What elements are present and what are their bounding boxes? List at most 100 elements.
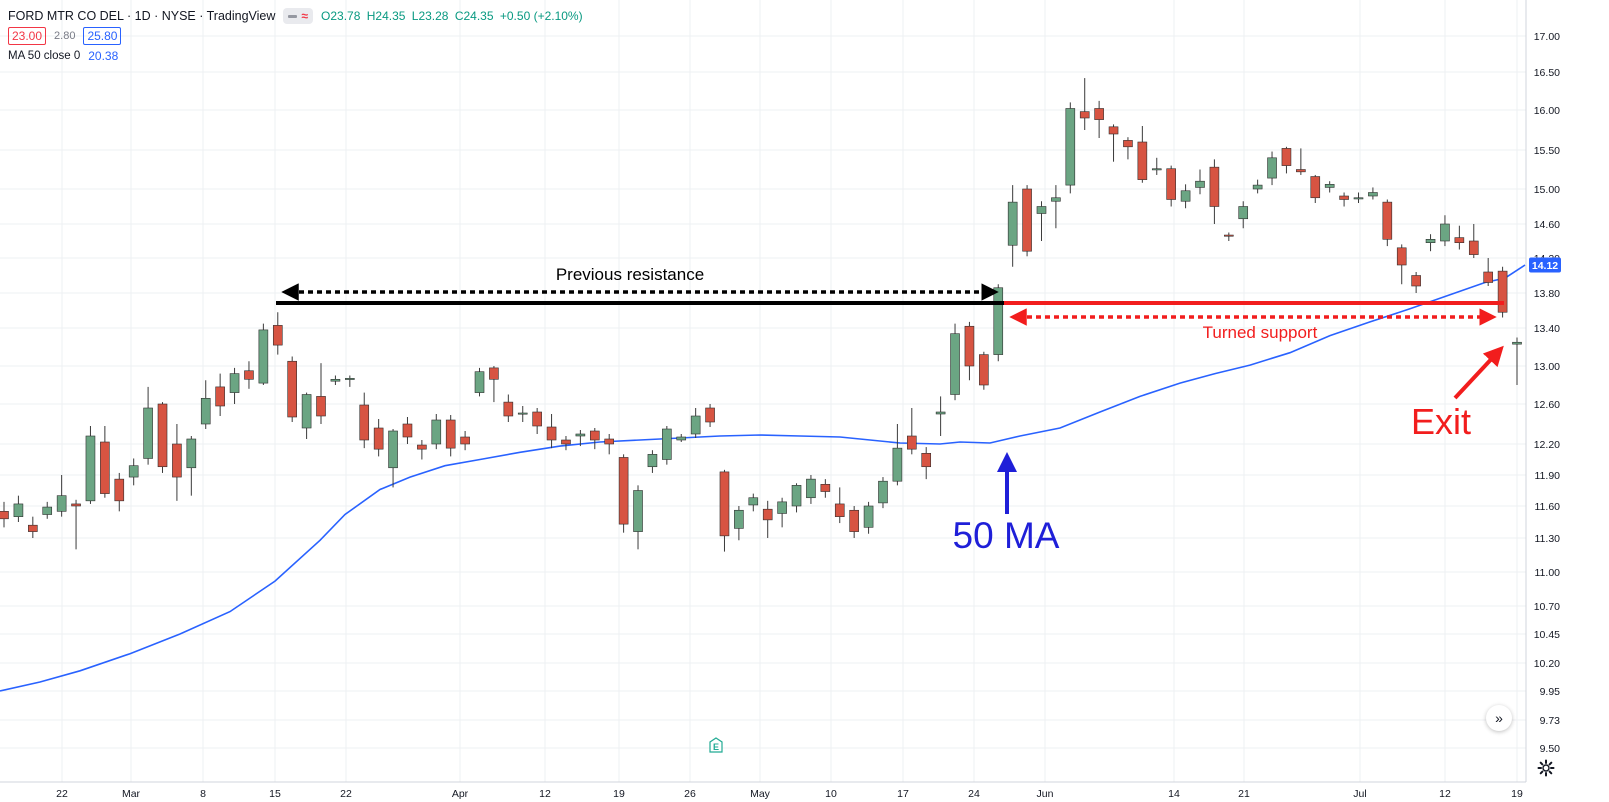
candle[interactable] bbox=[1483, 258, 1493, 286]
candle[interactable] bbox=[1051, 185, 1061, 229]
candle[interactable] bbox=[546, 414, 557, 449]
candle[interactable] bbox=[373, 419, 384, 457]
candle[interactable] bbox=[489, 366, 499, 403]
candle[interactable] bbox=[445, 415, 456, 457]
candle[interactable] bbox=[85, 426, 96, 504]
candle[interactable] bbox=[1468, 224, 1479, 258]
candle[interactable] bbox=[1238, 201, 1249, 229]
candle[interactable] bbox=[834, 487, 845, 524]
candle[interactable] bbox=[1252, 179, 1263, 194]
candle[interactable] bbox=[474, 367, 485, 397]
candle[interactable] bbox=[647, 450, 658, 473]
candle[interactable] bbox=[258, 323, 269, 385]
candle[interactable] bbox=[950, 323, 960, 401]
candle[interactable] bbox=[921, 447, 932, 480]
candle[interactable] bbox=[1137, 126, 1148, 183]
candle[interactable] bbox=[532, 408, 542, 434]
candle[interactable] bbox=[431, 414, 442, 450]
candle[interactable] bbox=[56, 475, 67, 517]
candle[interactable] bbox=[777, 497, 787, 528]
candle[interactable] bbox=[42, 501, 53, 519]
candle[interactable] bbox=[460, 431, 470, 451]
candle[interactable] bbox=[100, 426, 110, 498]
candle[interactable] bbox=[1382, 199, 1393, 247]
candle[interactable] bbox=[1209, 159, 1220, 224]
candle[interactable] bbox=[906, 408, 917, 455]
candle[interactable] bbox=[157, 402, 168, 473]
candle[interactable] bbox=[330, 375, 341, 386]
candle[interactable] bbox=[1454, 225, 1465, 250]
candle[interactable] bbox=[806, 475, 816, 504]
candle[interactable] bbox=[345, 375, 355, 387]
candle[interactable] bbox=[748, 493, 759, 512]
candle[interactable] bbox=[186, 436, 197, 496]
indicator-toggle[interactable]: ≈ bbox=[283, 8, 314, 24]
candle[interactable] bbox=[316, 363, 326, 424]
candle[interactable] bbox=[705, 404, 715, 427]
candle[interactable] bbox=[1440, 215, 1450, 247]
candle[interactable] bbox=[1022, 185, 1032, 257]
candle[interactable] bbox=[575, 430, 586, 447]
candle[interactable] bbox=[1267, 151, 1277, 186]
candle[interactable] bbox=[979, 351, 989, 390]
candle[interactable] bbox=[892, 424, 903, 486]
symbol-title[interactable]: FORD MTR CO DEL · 1D · NYSE · TradingVie… bbox=[8, 9, 276, 23]
candle[interactable] bbox=[1007, 185, 1018, 267]
candle[interactable] bbox=[28, 516, 38, 538]
candle[interactable] bbox=[604, 434, 615, 455]
candle[interactable] bbox=[1224, 232, 1234, 242]
candle[interactable] bbox=[388, 429, 398, 488]
chevron-right-double-icon[interactable]: » bbox=[1486, 705, 1512, 731]
candle[interactable] bbox=[244, 361, 254, 389]
candle[interactable] bbox=[200, 380, 211, 429]
candle[interactable] bbox=[1108, 124, 1119, 162]
candle[interactable] bbox=[964, 321, 975, 381]
candle[interactable] bbox=[1065, 102, 1076, 194]
candle[interactable] bbox=[676, 434, 687, 442]
sell-price-button[interactable]: 23.00 bbox=[8, 27, 47, 45]
candle[interactable] bbox=[1079, 78, 1090, 130]
candle[interactable] bbox=[1353, 192, 1364, 204]
candle[interactable] bbox=[272, 312, 283, 355]
candle[interactable] bbox=[662, 426, 672, 465]
candle[interactable] bbox=[690, 408, 701, 438]
candle[interactable] bbox=[143, 386, 153, 465]
candle[interactable] bbox=[1512, 337, 1522, 386]
candle[interactable] bbox=[1151, 157, 1162, 175]
candle[interactable] bbox=[287, 356, 297, 423]
candle[interactable] bbox=[1281, 146, 1292, 174]
candle[interactable] bbox=[215, 373, 225, 416]
candle[interactable] bbox=[417, 440, 427, 460]
candle[interactable] bbox=[719, 469, 730, 552]
candle[interactable] bbox=[503, 394, 514, 423]
candle[interactable] bbox=[1396, 244, 1407, 285]
candle[interactable] bbox=[734, 506, 744, 541]
candle[interactable] bbox=[1425, 234, 1436, 252]
ma-legend-label[interactable]: MA 50 close 0 bbox=[8, 50, 81, 62]
candle[interactable] bbox=[172, 424, 182, 501]
candle[interactable] bbox=[633, 485, 643, 550]
buy-price-button[interactable]: 25.80 bbox=[83, 27, 122, 45]
candle[interactable] bbox=[13, 495, 24, 522]
candle[interactable] bbox=[993, 284, 1004, 362]
candle[interactable] bbox=[1180, 184, 1191, 209]
candle[interactable] bbox=[561, 436, 571, 451]
candle[interactable] bbox=[820, 479, 831, 498]
candle[interactable] bbox=[1296, 148, 1306, 175]
candle[interactable] bbox=[589, 428, 600, 450]
candle[interactable] bbox=[1094, 100, 1104, 138]
candle[interactable] bbox=[1339, 192, 1349, 207]
candle[interactable] bbox=[1195, 169, 1205, 195]
candle[interactable] bbox=[935, 396, 946, 436]
candle[interactable] bbox=[1368, 187, 1378, 200]
candle[interactable] bbox=[301, 392, 312, 439]
candle[interactable] bbox=[878, 477, 888, 509]
gear-icon[interactable] bbox=[1537, 759, 1555, 777]
candle[interactable] bbox=[1324, 181, 1335, 193]
candle[interactable] bbox=[1036, 201, 1047, 241]
candle[interactable] bbox=[114, 472, 125, 512]
candle[interactable] bbox=[359, 392, 370, 449]
candle[interactable] bbox=[71, 499, 81, 550]
candle[interactable] bbox=[1411, 272, 1421, 293]
candle[interactable] bbox=[618, 454, 629, 533]
